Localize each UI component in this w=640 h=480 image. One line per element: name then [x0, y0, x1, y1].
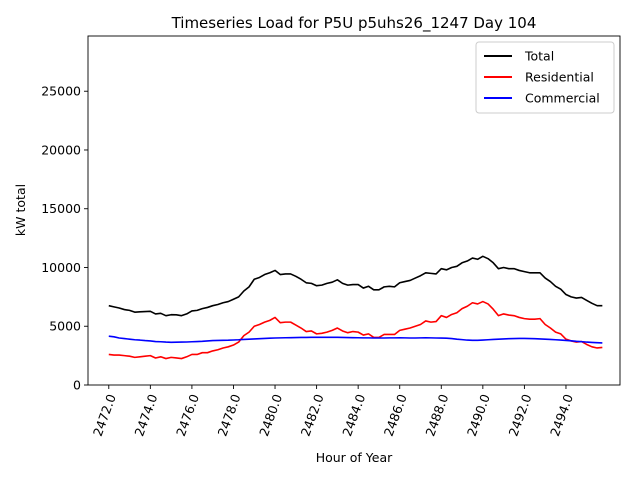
plot-frame: [87, 35, 621, 386]
series-layer: [108, 255, 603, 360]
y-axis-title: kW total: [13, 184, 28, 236]
y-tick-label: 0: [73, 378, 81, 393]
legend-label-total: Total: [524, 49, 554, 64]
series-line-commercial: [108, 335, 603, 344]
legend-box: [475, 41, 615, 114]
y-tick-label: 10000: [41, 260, 81, 275]
x-axis-title: Hour of Year: [316, 450, 393, 465]
legend-label-residential: Residential: [525, 70, 594, 85]
legend-label-commercial: Commercial: [525, 91, 600, 106]
legend: Total Residential Commercial: [475, 41, 615, 114]
y-axis: 0 5000 10000 15000 20000 25000: [41, 84, 88, 393]
series-line-residential: [108, 300, 603, 360]
y-tick-label: 25000: [41, 84, 81, 99]
chart-title: Timeseries Load for P5U p5uhs26_1247 Day…: [171, 14, 537, 33]
y-tick-label: 5000: [49, 319, 81, 334]
y-tick-label: 20000: [41, 142, 81, 157]
series-line-total: [108, 255, 603, 317]
y-tick-label: 15000: [41, 201, 81, 216]
